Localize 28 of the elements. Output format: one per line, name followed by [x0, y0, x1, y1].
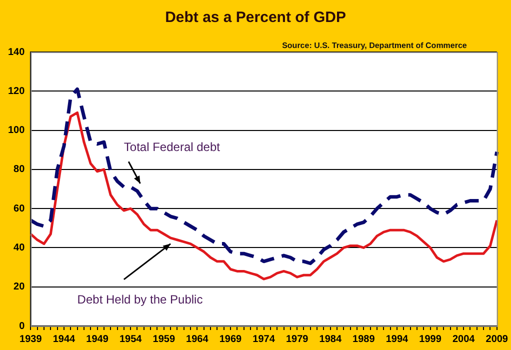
- x-tick-label: 1969: [219, 334, 242, 345]
- x-tick-label: 1999: [419, 334, 442, 345]
- annotation: Debt Held by the Public: [77, 292, 203, 306]
- source-note: Source: U.S. Treasury, Department of Commerce: [282, 41, 468, 50]
- y-tick-label: 0: [19, 320, 26, 332]
- x-tick-label: 1954: [119, 334, 142, 345]
- line-series: [28, 87, 499, 266]
- y-tick-label: 40: [14, 242, 26, 254]
- x-tick-label: 1964: [186, 334, 209, 345]
- x-tick-label: 1994: [386, 334, 409, 345]
- x-tick-label: 1974: [252, 334, 276, 345]
- x-tick-label: 1944: [52, 334, 76, 345]
- x-tick-label: 1939: [20, 334, 42, 345]
- chart-title: Debt as a Percent of GDP: [165, 9, 346, 26]
- x-tick-label: 1979: [286, 334, 309, 345]
- y-tick-label: 120: [8, 86, 26, 97]
- x-tick-label: 1949: [86, 334, 109, 345]
- x-tick-label: 2004: [452, 334, 476, 345]
- x-tick-label: 1959: [152, 334, 176, 345]
- y-tick-label: 60: [14, 203, 26, 214]
- x-tick-label: 2009: [486, 334, 508, 345]
- y-tick-label: 140: [8, 46, 26, 58]
- y-tick-label: 100: [8, 125, 26, 136]
- y-tick-label: 20: [14, 282, 26, 293]
- annotation: Total Federal debt: [124, 140, 221, 154]
- y-tick-label: 80: [14, 164, 26, 176]
- x-tick-label: 1984: [319, 334, 342, 345]
- x-tick-label: 1989: [352, 334, 376, 345]
